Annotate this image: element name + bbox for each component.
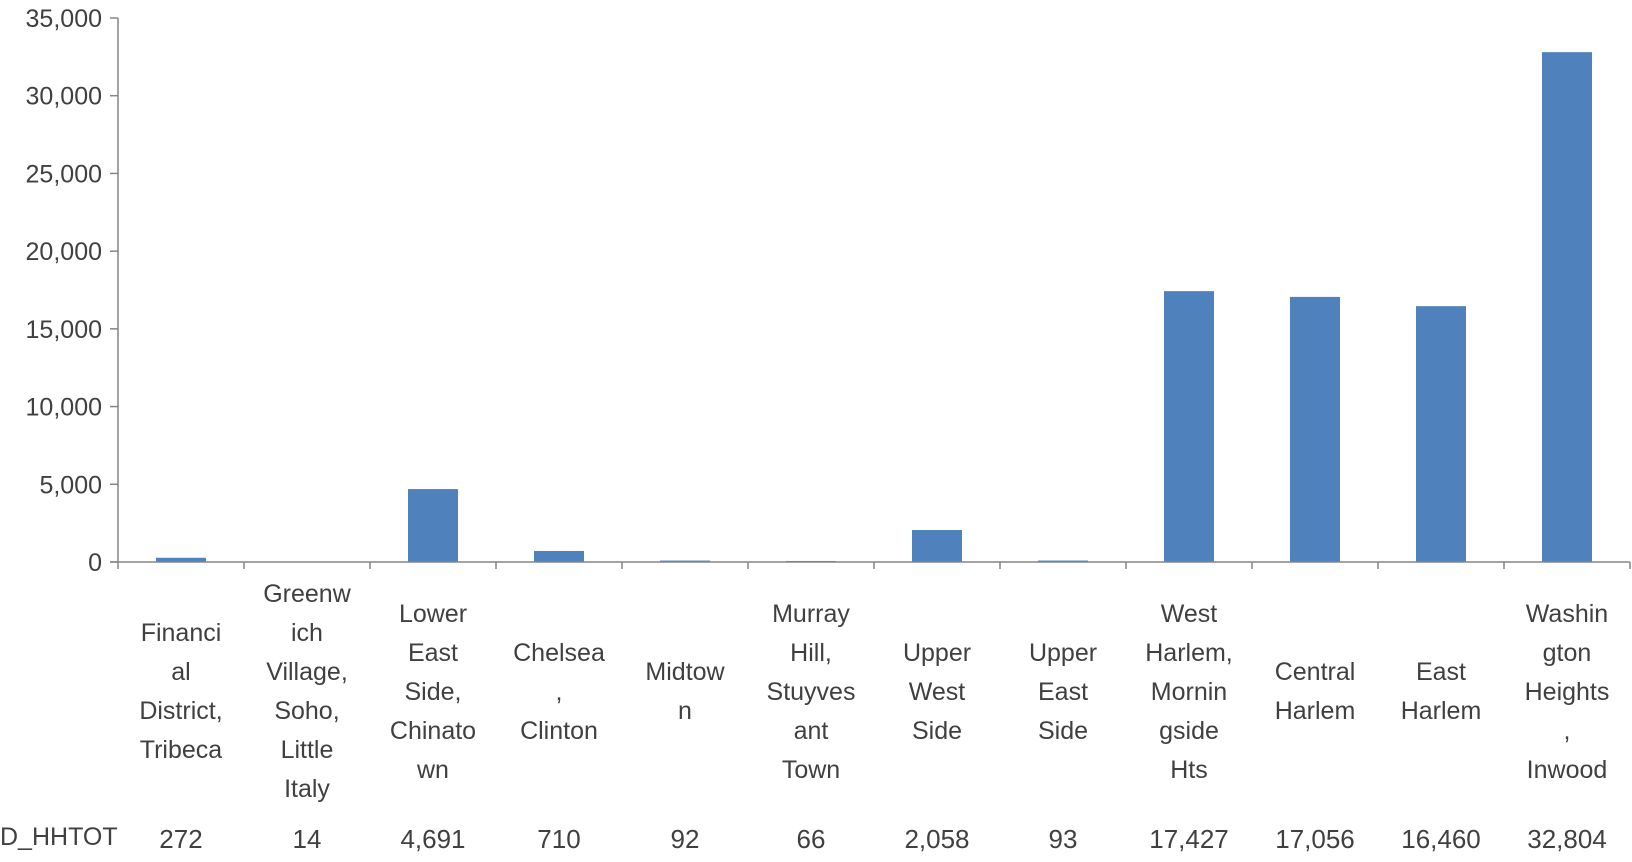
y-tick-label: 35,000: [26, 5, 102, 33]
bar: [1542, 52, 1592, 563]
x-category-label: Upper West Side: [902, 638, 972, 745]
x-category-label: Financi al District, Tribeca: [139, 619, 223, 764]
data-table-value: 17,056: [1275, 824, 1355, 854]
y-tick-label: 15,000: [26, 316, 102, 344]
data-table-value: 4,691: [400, 824, 466, 854]
data-table-value: 2,058: [904, 824, 970, 854]
y-tick-label: 0: [88, 549, 102, 577]
x-category-label: East Harlem: [1400, 658, 1482, 725]
x-category-label: Upper East Side: [1028, 638, 1098, 745]
data-table-value: 17,427: [1149, 824, 1229, 854]
data-table-value: 14: [292, 824, 322, 854]
data-table-value: 32,804: [1527, 824, 1607, 854]
y-tick-label: 10,000: [26, 394, 102, 422]
x-category-label: Lower East Side, Chinato wn: [389, 599, 477, 784]
data-table-series-name: D_HHTOT: [0, 823, 118, 851]
data-table-value: 710: [537, 824, 581, 854]
x-category-label: Washin gton Heights , Inwood: [1524, 599, 1610, 784]
bar: [1290, 296, 1340, 562]
data-table-value: 66: [796, 824, 826, 854]
x-category-label: Midtow n: [645, 658, 725, 725]
x-category-label: Chelsea , Clinton: [513, 638, 605, 745]
data-table-value: 93: [1048, 824, 1078, 854]
data-table-value: 92: [670, 824, 700, 854]
x-category-label: Greenw ich Village, Soho, Little Italy: [263, 580, 351, 803]
data-table-value: 16,460: [1401, 824, 1481, 854]
bar: [1164, 291, 1214, 562]
bar: [408, 489, 458, 562]
data-table-value: 272: [159, 824, 203, 854]
x-category-label: Central Harlem: [1274, 658, 1356, 725]
bar: [912, 530, 962, 562]
bar: [156, 557, 206, 562]
x-category-label: Murray Hill, Stuyves ant Town: [766, 599, 856, 784]
y-tick-label: 5,000: [39, 471, 102, 499]
x-category-label: West Harlem, Mornin gside Hts: [1145, 599, 1233, 784]
bar: [1416, 306, 1466, 562]
y-tick-label: 30,000: [26, 83, 102, 111]
y-tick-label: 25,000: [26, 160, 102, 188]
bar: [534, 550, 584, 562]
y-tick-label: 20,000: [26, 238, 102, 266]
